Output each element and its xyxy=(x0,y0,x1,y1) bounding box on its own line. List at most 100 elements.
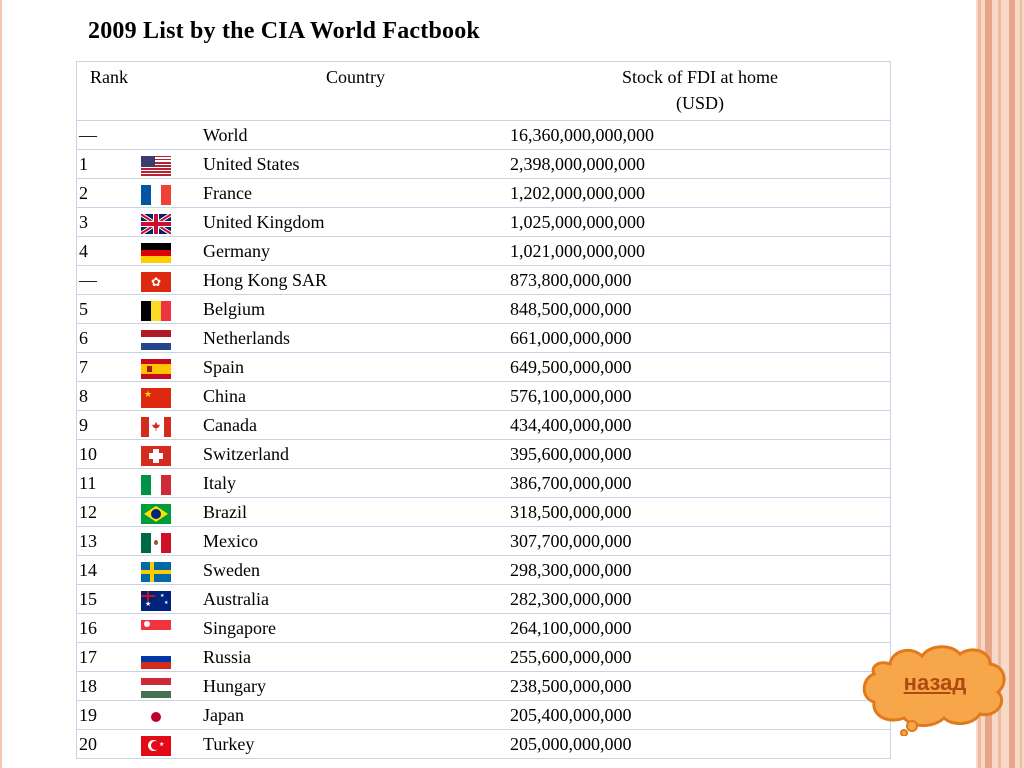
flag-ca-icon xyxy=(141,416,171,437)
flag-gb-icon xyxy=(141,213,171,234)
flag-mx-icon xyxy=(141,532,171,553)
flag-jp-icon xyxy=(141,706,171,727)
stripe xyxy=(978,0,981,768)
country-cell: Italy xyxy=(203,468,508,498)
country-cell: France xyxy=(203,178,508,208)
value-cell: 1,021,000,000,000 xyxy=(508,236,891,266)
value-cell: 264,100,000,000 xyxy=(508,613,891,643)
header-country: Country xyxy=(203,61,508,121)
back-button[interactable]: назад xyxy=(860,644,1010,737)
country-cell: Russia xyxy=(203,642,508,672)
stripe xyxy=(985,0,992,768)
rank-cell: 10 xyxy=(76,439,139,469)
country-cell: United Kingdom xyxy=(203,207,508,237)
country-cell: Spain xyxy=(203,352,508,382)
flag-cell: ✿ xyxy=(139,265,203,295)
value-cell: 661,000,000,000 xyxy=(508,323,891,353)
rank-cell: — xyxy=(76,265,139,295)
rank-cell: — xyxy=(76,120,139,150)
value-cell: 255,600,000,000 xyxy=(508,642,891,672)
table-row: 20 ★ Turkey 205,000,000,000 xyxy=(76,729,891,759)
value-cell: 386,700,000,000 xyxy=(508,468,891,498)
value-cell: 2,398,000,000,000 xyxy=(508,149,891,179)
table-row: 10 Switzerland 395,600,000,000 xyxy=(76,439,891,469)
decorative-stripes xyxy=(976,0,1024,768)
country-cell: Turkey xyxy=(203,729,508,759)
country-cell: World xyxy=(203,120,508,150)
table-row: 9 Canada 434,400,000,000 xyxy=(76,410,891,440)
value-cell: 298,300,000,000 xyxy=(508,555,891,585)
table-row: 1 United States 2,398,000,000,000 xyxy=(76,149,891,179)
flag-cell xyxy=(139,555,203,585)
flag-cell xyxy=(139,671,203,701)
value-cell: 307,700,000,000 xyxy=(508,526,891,556)
table-header-row: Rank Country Stock of FDI at home (USD) xyxy=(76,61,891,121)
value-cell: 282,300,000,000 xyxy=(508,584,891,614)
header-rank: Rank xyxy=(76,61,139,121)
flag-au-icon: ★ ★ ★ xyxy=(141,590,171,611)
rank-cell: 11 xyxy=(76,468,139,498)
rank-cell: 2 xyxy=(76,178,139,208)
header-stock-line1: Stock of FDI at home xyxy=(622,67,778,87)
country-cell: Netherlands xyxy=(203,323,508,353)
flag-cell: ★ xyxy=(139,729,203,759)
flag-hu-icon xyxy=(141,677,171,698)
flag-cell xyxy=(139,613,203,643)
flag-cell xyxy=(139,410,203,440)
table-row: 14 Sweden 298,300,000,000 xyxy=(76,555,891,585)
stripe xyxy=(1009,0,1015,768)
country-cell: Switzerland xyxy=(203,439,508,469)
flag-sg-icon xyxy=(141,619,171,640)
flag-us-icon xyxy=(141,155,171,176)
table-row: 13 Mexico 307,700,000,000 xyxy=(76,526,891,556)
flag-tr-icon: ★ xyxy=(141,735,171,756)
value-cell: 848,500,000,000 xyxy=(508,294,891,324)
rank-cell: 15 xyxy=(76,584,139,614)
flag-cell xyxy=(139,120,203,150)
rank-cell: 18 xyxy=(76,671,139,701)
flag-cell: ★ ★ ★ xyxy=(139,584,203,614)
flag-be-icon xyxy=(141,300,171,321)
table-row: 6 Netherlands 661,000,000,000 xyxy=(76,323,891,353)
flag-cell xyxy=(139,497,203,527)
rank-cell: 17 xyxy=(76,642,139,672)
flag-cell xyxy=(139,323,203,353)
value-cell: 873,800,000,000 xyxy=(508,265,891,295)
value-cell: 434,400,000,000 xyxy=(508,410,891,440)
table-row: 17 Russia 255,600,000,000 xyxy=(76,642,891,672)
slide-title: 2009 List by the CIA World Factbook xyxy=(88,18,480,44)
header-stock: Stock of FDI at home (USD) xyxy=(508,61,891,121)
table-row: 5 Belgium 848,500,000,000 xyxy=(76,294,891,324)
back-button-label: назад xyxy=(903,670,967,695)
rank-cell: 3 xyxy=(76,207,139,237)
flag-cell xyxy=(139,700,203,730)
flag-nl-icon xyxy=(141,329,171,350)
header-flag xyxy=(139,61,203,121)
flag-cn-icon: ★ xyxy=(141,387,171,408)
table-row: — World 16,360,000,000,000 xyxy=(76,120,891,150)
left-decorative-rule xyxy=(0,0,2,768)
rank-cell: 1 xyxy=(76,149,139,179)
rank-cell: 13 xyxy=(76,526,139,556)
table-row: 12 Brazil 318,500,000,000 xyxy=(76,497,891,527)
country-cell: Brazil xyxy=(203,497,508,527)
flag-de-icon xyxy=(141,242,171,263)
table-row: — ✿ Hong Kong SAR 873,800,000,000 xyxy=(76,265,891,295)
flag-cell xyxy=(139,468,203,498)
table-body: — World 16,360,000,000,000 1 United States 2,… xyxy=(76,120,891,759)
stripe xyxy=(1020,0,1022,768)
flag-cell: ★ xyxy=(139,381,203,411)
value-cell: 205,000,000,000 xyxy=(508,729,891,759)
country-cell: China xyxy=(203,381,508,411)
table-row: 8 ★ China 576,100,000,000 xyxy=(76,381,891,411)
value-cell: 16,360,000,000,000 xyxy=(508,120,891,150)
flag-br-icon xyxy=(141,503,171,524)
rank-cell: 12 xyxy=(76,497,139,527)
rank-cell: 7 xyxy=(76,352,139,382)
table-row: 16 Singapore 264,100,000,000 xyxy=(76,613,891,643)
rank-cell: 5 xyxy=(76,294,139,324)
flag-cell xyxy=(139,236,203,266)
rank-cell: 9 xyxy=(76,410,139,440)
rank-cell: 16 xyxy=(76,613,139,643)
header-stock-line2: (USD) xyxy=(676,93,724,113)
